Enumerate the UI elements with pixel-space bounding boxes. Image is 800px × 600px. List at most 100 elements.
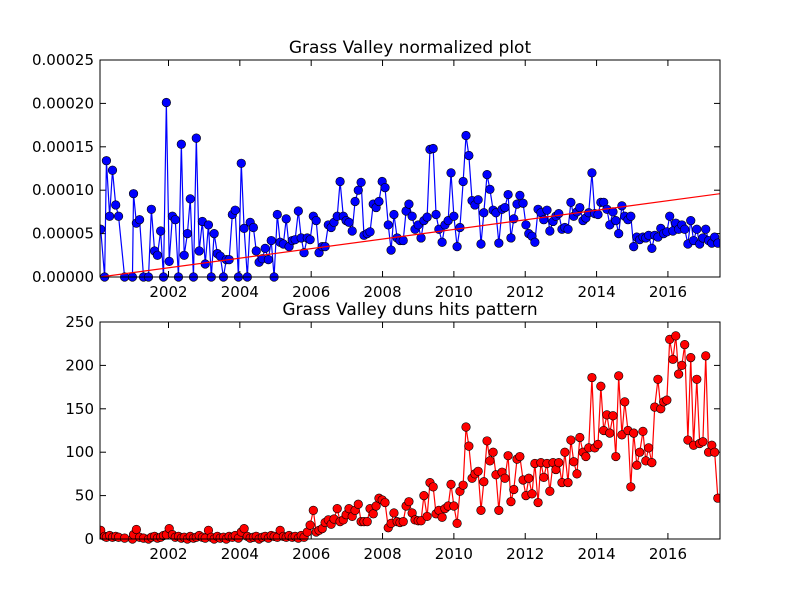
data-point (482, 169, 492, 180)
data-point (647, 243, 657, 253)
series-line (100, 193, 720, 278)
data-point (422, 511, 432, 522)
data-point (596, 381, 606, 391)
data-point (614, 371, 624, 381)
data-point (356, 177, 366, 187)
data-point (668, 354, 678, 364)
data-point (515, 190, 525, 201)
x-tick-label: 2012 (506, 545, 544, 563)
data-point (509, 484, 519, 495)
data-point (120, 533, 130, 543)
data-point (353, 185, 363, 195)
data-point (638, 426, 648, 436)
x-tick-label: 2016 (649, 283, 687, 301)
data-point (680, 224, 690, 234)
data-point (539, 472, 549, 482)
data-point (647, 458, 657, 468)
data-point (473, 466, 483, 476)
data-point (248, 222, 258, 233)
data-point (533, 497, 543, 508)
y-tick-label: 0.00010 (32, 181, 94, 199)
data-point (128, 189, 139, 199)
data-point (563, 477, 573, 488)
data-point (398, 235, 408, 246)
plot-area (100, 97, 720, 282)
data-point (185, 194, 195, 204)
data-point (692, 374, 702, 384)
data-point (629, 428, 639, 438)
data-point (626, 211, 636, 221)
data-point (428, 482, 438, 492)
axes-frame (99, 59, 721, 278)
data-point (293, 206, 303, 216)
data-point (404, 199, 414, 209)
data-point (131, 524, 141, 535)
x-tick-label: 2008 (363, 283, 401, 301)
x-tick-label: 2002 (149, 545, 187, 563)
data-point (629, 242, 639, 252)
data-point (521, 220, 531, 230)
y-tick-label: 250 (65, 313, 94, 331)
data-point (170, 215, 180, 225)
axes-frame (99, 321, 721, 540)
data-point (527, 489, 537, 499)
data-point (503, 189, 513, 200)
data-point (653, 374, 663, 384)
data-point (305, 235, 315, 245)
data-point (713, 238, 720, 248)
data-point (100, 224, 106, 234)
data-point (404, 497, 414, 507)
y-tick-label: 0.00025 (32, 51, 94, 69)
data-point (500, 202, 510, 213)
data-point (380, 182, 390, 193)
data-point (452, 242, 462, 252)
data-point (524, 473, 534, 483)
x-tick-label: 2004 (221, 283, 259, 301)
data-point (191, 133, 201, 143)
data-point (101, 156, 112, 166)
data-point (182, 229, 192, 239)
data-point (620, 397, 630, 407)
data-point (464, 441, 474, 451)
data-point (518, 198, 528, 208)
data-point (710, 447, 720, 457)
data-point (305, 520, 315, 530)
data-point (458, 176, 468, 187)
data-point (542, 205, 552, 215)
data-point (281, 214, 291, 224)
data-point (611, 451, 621, 462)
data-point (494, 505, 504, 515)
data-point (200, 259, 210, 269)
data-point (239, 223, 249, 233)
data-point (308, 505, 318, 515)
data-point (239, 523, 249, 534)
x-tick-label: 2010 (435, 545, 473, 563)
data-point (530, 237, 540, 247)
data-point (476, 239, 486, 249)
data-point (701, 224, 711, 234)
data-point (461, 130, 471, 141)
data-point (272, 209, 282, 220)
data-point (692, 224, 702, 234)
y-tick-label: 50 (75, 487, 94, 505)
data-point (350, 196, 360, 207)
data-point (383, 220, 393, 230)
data-point (332, 504, 342, 514)
data-point (506, 233, 516, 243)
data-point (476, 505, 486, 515)
data-point (164, 256, 174, 266)
data-point (677, 360, 687, 371)
data-point (176, 139, 186, 149)
data-point (161, 97, 171, 108)
data-point (365, 227, 375, 237)
data-point (251, 246, 261, 256)
data-point (461, 422, 471, 432)
data-point (146, 204, 156, 214)
y-tick-label: 0 (84, 530, 94, 548)
data-point (347, 226, 357, 236)
data-point (572, 469, 582, 479)
data-point (545, 226, 555, 236)
data-point (701, 351, 711, 361)
